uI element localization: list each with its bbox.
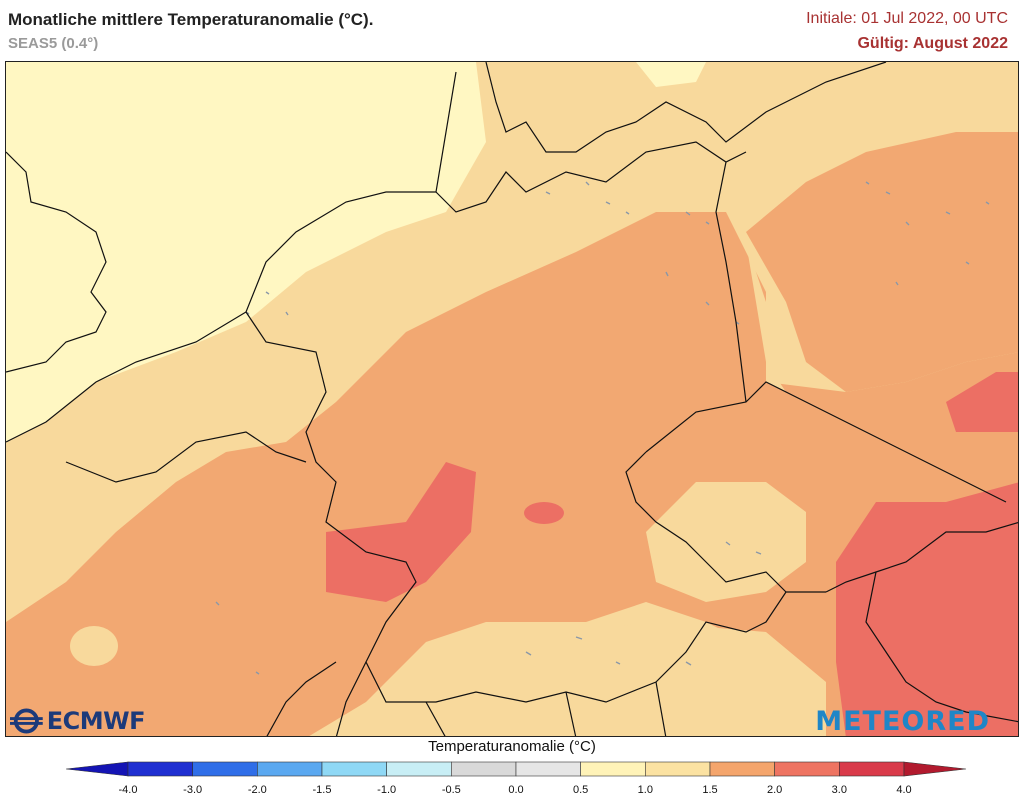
- colorbar-tick-label: -4.0: [118, 784, 138, 796]
- anomaly-band-0-5-northwest: [6, 62, 486, 442]
- colorbar-segment: [127, 761, 193, 777]
- colorbar-segment: [709, 761, 775, 777]
- lakes: [215, 181, 990, 675]
- initial-time: Initiale: 01 Jul 2022, 00 UTC: [806, 10, 1008, 27]
- colorbar-extend-high: [903, 761, 967, 777]
- colorbar-segment: [839, 761, 905, 777]
- colorbar-segment: [386, 761, 452, 777]
- colorbar-segment: [580, 761, 646, 777]
- coastlines-borders: [6, 62, 1018, 736]
- map-canvas: [6, 62, 1018, 736]
- anomaly-band-2-0-southwest: [326, 462, 476, 602]
- anomaly-band-2-0-center-spot: [524, 502, 564, 524]
- anomaly-band-2-0-east: [946, 372, 1018, 432]
- ecmwf-logo-text: ECMWF: [46, 707, 146, 735]
- colorbar-tick-label: 4.0: [896, 784, 912, 796]
- meteored-logo: METEORED: [815, 706, 990, 737]
- colorbar-extend-low: [66, 761, 129, 777]
- colorbar-segment: [774, 761, 840, 777]
- ecmwf-emblem-icon: [10, 708, 43, 734]
- colorbar-tick-label: -0.5: [441, 784, 461, 796]
- chart-title: Monatliche mittlere Temperaturanomalie (…: [8, 10, 374, 29]
- valid-period: Gültig: August 2022: [857, 35, 1008, 52]
- colorbar-tick-label: -2.0: [247, 784, 267, 796]
- colorbar-tick-label: 2.0: [767, 784, 783, 796]
- colorbar-tick-label: 1.5: [702, 784, 718, 796]
- colorbar-tick-label: 3.0: [831, 784, 847, 796]
- colorbar-ticks: -4.0 -3.0 -2.0 -1.5 -1.0 -0.5 0.0 0.5 1.0 1.5 2.0 3…: [0, 784, 1024, 798]
- colorbar-segment: [451, 761, 517, 777]
- colorbar-tick-label: -1.5: [312, 784, 332, 796]
- colorbar-segment: [515, 761, 581, 777]
- colorbar: [66, 761, 967, 777]
- colorbar-tick-label: -3.0: [183, 784, 203, 796]
- colorbar-tick-label: 1.0: [637, 784, 653, 796]
- anomaly-band-1-0-west-spot: [70, 626, 118, 666]
- colorbar-tick-label: 0.5: [573, 784, 589, 796]
- anomaly-map: [5, 61, 1019, 737]
- colorbar-segment: [192, 761, 258, 777]
- colorbar-tick-label: 0.0: [508, 784, 524, 796]
- colorbar-tick-label: -1.0: [377, 784, 397, 796]
- anomaly-band-1-5-east: [746, 132, 1018, 392]
- model-label: SEAS5 (0.4°): [8, 35, 99, 52]
- anomaly-band-1-0-poland: [746, 242, 786, 392]
- colorbar-title: Temperaturanomalie (°C): [428, 738, 596, 755]
- anomaly-band-0-5-baltic: [636, 62, 706, 87]
- colorbar-segment: [321, 761, 387, 777]
- anomaly-band-2-0-southeast: [836, 482, 1018, 736]
- colorbar-segment: [645, 761, 711, 777]
- colorbar-segment: [257, 761, 323, 777]
- ecmwf-logo: ECMWF: [10, 707, 146, 735]
- anomaly-band-1-0-alps: [406, 622, 826, 736]
